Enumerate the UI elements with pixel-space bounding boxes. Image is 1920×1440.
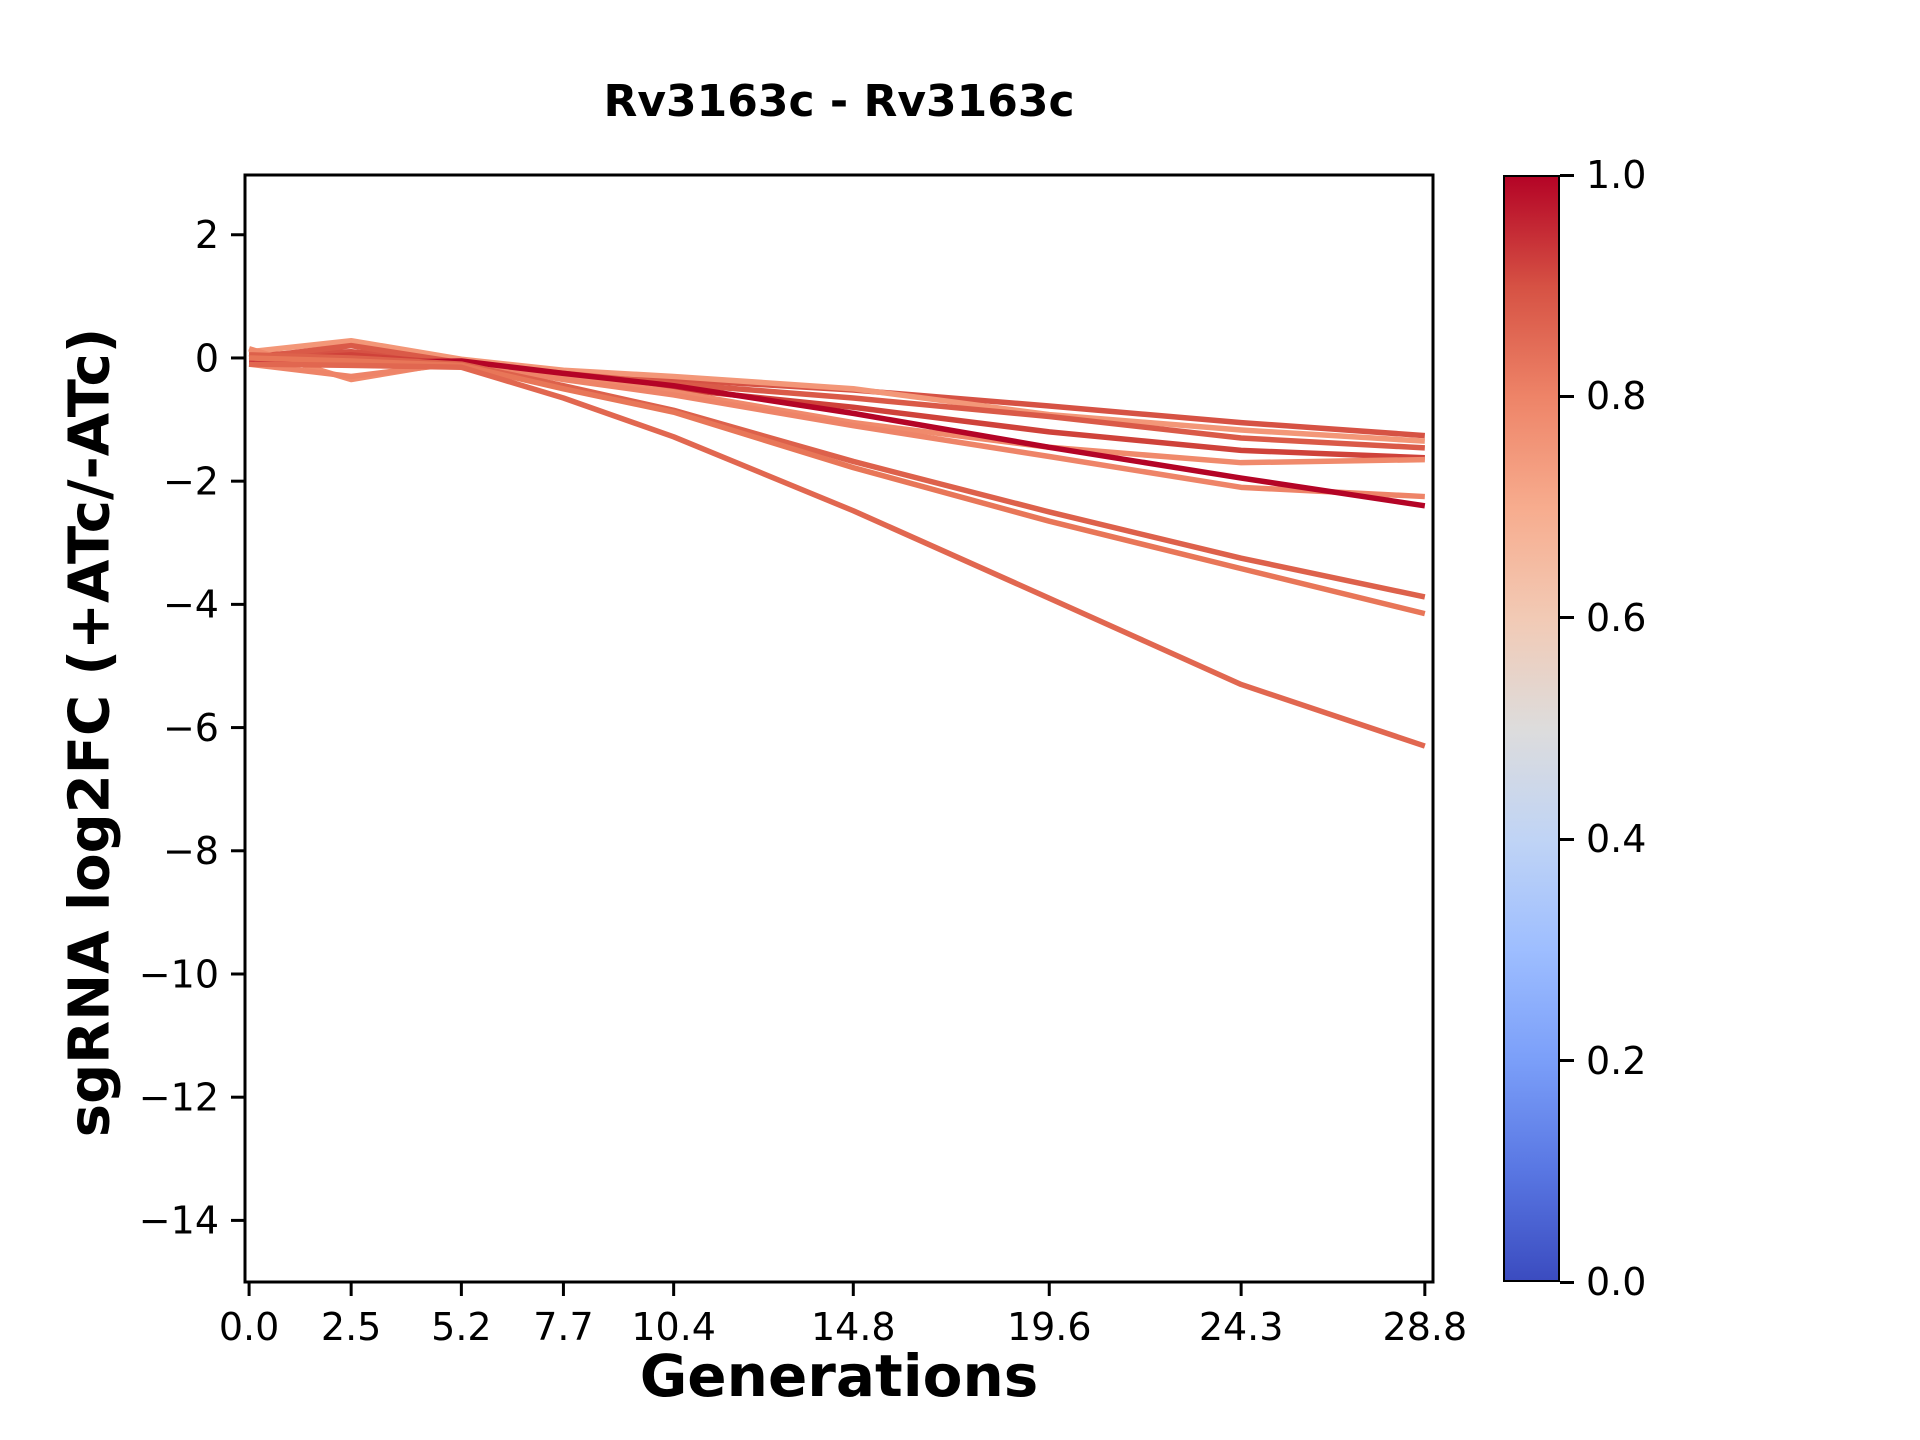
y-tick-label: −12 (139, 1075, 219, 1119)
y-tick-label: −2 (163, 459, 219, 503)
x-tick-label: 19.6 (1007, 1305, 1092, 1349)
colorbar-tick (1560, 1280, 1574, 1284)
colorbar (1503, 175, 1560, 1282)
y-tick-label: 0 (195, 336, 219, 380)
colorbar-tick (1560, 394, 1574, 398)
x-tick-label: 14.8 (811, 1305, 896, 1349)
y-tick-label: −4 (163, 583, 219, 627)
series-line (249, 361, 1426, 749)
series-line (249, 358, 1426, 509)
x-axis-label: Generations (639, 1342, 1039, 1410)
y-tick-label: −14 (139, 1199, 219, 1243)
colorbar-tick (1560, 1059, 1574, 1063)
y-tick-label: −8 (163, 829, 219, 873)
colorbar-tick (1560, 616, 1574, 620)
chart-title: Rv3163c - Rv3163c (603, 76, 1075, 127)
colorbar-tick (1560, 173, 1574, 177)
colorbar-tick-label: 0.2 (1586, 1038, 1647, 1083)
axes-spines (243, 173, 1435, 1284)
x-tick-label: 5.2 (431, 1305, 491, 1349)
series-line (248, 352, 1425, 461)
x-tick-label: 28.8 (1383, 1305, 1468, 1349)
y-tick-label: −6 (163, 706, 219, 750)
series-line (248, 349, 1426, 439)
x-tick-label: 0.0 (219, 1305, 279, 1349)
series-line (248, 337, 1426, 444)
x-tick-label: 10.4 (631, 1305, 716, 1349)
colorbar-tick-label: 0.0 (1586, 1260, 1647, 1304)
x-tick-label: 2.5 (321, 1305, 381, 1349)
x-tick-label: 7.7 (533, 1305, 593, 1349)
y-tick-label: 2 (195, 213, 219, 257)
colorbar-tick-label: 1.0 (1586, 153, 1647, 197)
y-tick-label: −10 (139, 952, 219, 996)
colorbar-tick (1560, 837, 1574, 841)
series-line (248, 355, 1426, 617)
colorbar-tick-label: 0.6 (1586, 595, 1647, 640)
x-tick-label: 24.3 (1199, 1305, 1284, 1349)
colorbar-tick-label: 0.4 (1586, 817, 1647, 862)
series-line (248, 360, 1425, 500)
colorbar-tick-label: 0.8 (1586, 374, 1647, 419)
